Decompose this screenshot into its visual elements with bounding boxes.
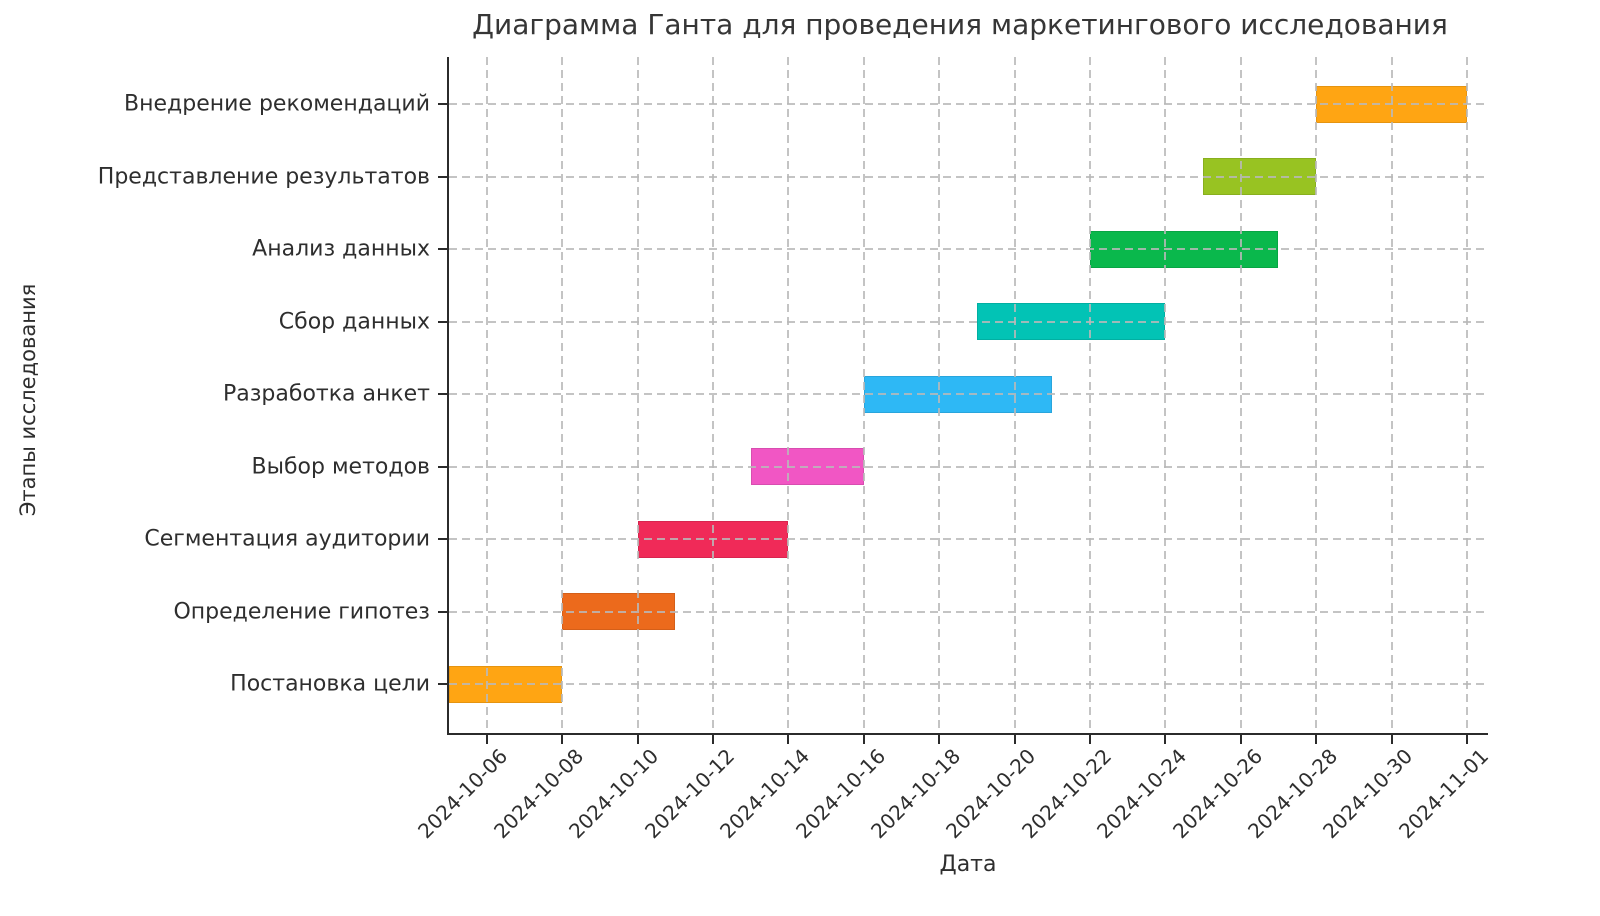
- vertical-gridline: [862, 57, 865, 733]
- x-tick-mark: [636, 735, 639, 744]
- vertical-gridline: [711, 57, 714, 733]
- y-tick-label: Внедрение рекомендаций: [124, 91, 430, 117]
- vertical-gridline: [1013, 57, 1016, 733]
- x-tick-mark: [1088, 735, 1091, 744]
- y-axis-title: Этапы исследования: [16, 283, 40, 517]
- vertical-gridline: [1164, 57, 1167, 733]
- horizontal-gridline: [449, 175, 1487, 178]
- x-tick-mark: [938, 735, 941, 744]
- y-tick-label: Анализ данных: [252, 236, 430, 262]
- y-tick-label: Сбор данных: [278, 309, 430, 335]
- y-tick-mark: [438, 103, 447, 105]
- x-tick-mark: [1466, 735, 1469, 744]
- y-tick-mark: [438, 393, 447, 396]
- vertical-gridline: [561, 57, 564, 733]
- horizontal-gridline: [449, 465, 1487, 468]
- x-axis-spine: [447, 733, 1488, 735]
- vertical-gridline: [1315, 57, 1318, 733]
- x-tick-mark: [1390, 735, 1393, 744]
- vertical-gridline: [636, 57, 639, 733]
- y-tick-label: Сегментация аудитории: [144, 526, 430, 552]
- y-tick-label: Разработка анкет: [222, 381, 430, 407]
- vertical-gridline: [787, 57, 790, 733]
- horizontal-gridline: [449, 683, 1487, 686]
- horizontal-gridline: [449, 393, 1487, 396]
- horizontal-gridline: [449, 538, 1487, 541]
- vertical-gridline: [1088, 57, 1091, 733]
- y-tick-mark: [438, 320, 447, 323]
- vertical-gridline: [1239, 57, 1242, 733]
- y-tick-mark: [438, 610, 447, 613]
- vertical-gridline: [1466, 57, 1469, 733]
- y-tick-label: Представление результатов: [97, 164, 430, 190]
- horizontal-gridline: [449, 320, 1487, 323]
- x-tick-mark: [711, 735, 714, 744]
- y-tick-mark: [438, 175, 447, 178]
- x-tick-mark: [1164, 735, 1167, 744]
- y-tick-label: Определение гипотез: [173, 599, 430, 625]
- horizontal-gridline: [449, 103, 1487, 105]
- vertical-gridline: [938, 57, 941, 733]
- y-tick-label: Постановка цели: [230, 671, 430, 697]
- y-tick-mark: [438, 683, 447, 686]
- y-axis-spine: [447, 57, 449, 735]
- x-tick-mark: [1013, 735, 1016, 744]
- x-axis-title: Дата: [939, 852, 997, 877]
- x-tick-mark: [1239, 735, 1242, 744]
- x-tick-mark: [485, 735, 488, 744]
- x-tick-mark: [862, 735, 865, 744]
- x-tick-mark: [561, 735, 564, 744]
- vertical-gridline: [485, 57, 488, 733]
- chart-title: Диаграмма Ганта для проведения маркетинг…: [472, 8, 1448, 41]
- y-tick-mark: [438, 465, 447, 468]
- y-tick-label: Выбор методов: [251, 454, 431, 480]
- vertical-gridline: [1390, 57, 1393, 733]
- x-tick-mark: [787, 735, 790, 744]
- y-tick-mark: [438, 538, 447, 541]
- horizontal-gridline: [449, 248, 1487, 251]
- horizontal-gridline: [449, 610, 1487, 613]
- x-tick-mark: [1315, 735, 1318, 744]
- y-tick-mark: [438, 248, 447, 251]
